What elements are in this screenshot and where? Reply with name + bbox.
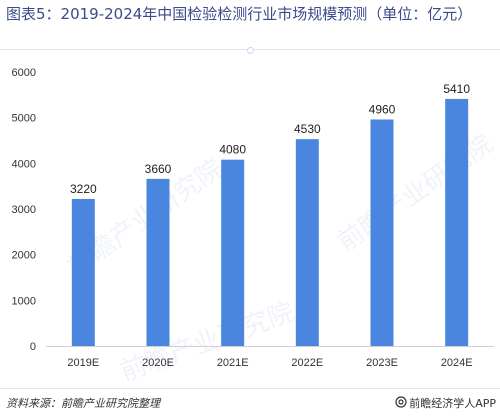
y-tick-label: 1000 (12, 295, 36, 307)
x-tick-label: 2022E (291, 357, 323, 369)
bar (71, 198, 95, 346)
x-tick-label: 2024E (441, 357, 473, 369)
y-axis: 0 1000 2000 3000 4000 5000 6000 (12, 67, 36, 353)
watermark-text: 前瞻产业研究院 (332, 129, 498, 258)
bar (221, 159, 245, 346)
divider-dot (247, 47, 254, 54)
bar (370, 119, 394, 346)
bars: 3220 3660 4080 4530 4960 5410 (70, 82, 470, 346)
y-tick-label: 4000 (12, 158, 36, 170)
brand-name: 前瞻经济学人APP (409, 397, 496, 410)
brand-credit: 前瞻经济学人APP (395, 395, 496, 411)
source-note: 资料来源：前瞻产业研究院整理 (6, 397, 160, 410)
x-tick-label: 2020E (142, 357, 174, 369)
x-tick-label: 2019E (67, 357, 99, 369)
footer-divider (0, 388, 500, 389)
chart-title: 图表5：2019-2024年中国检验检测行业市场规模预测（单位：亿元） (6, 5, 473, 23)
x-tick-label: 2021E (217, 357, 249, 369)
watermark-text: 前瞻产业研究院 (117, 297, 298, 387)
bar (146, 178, 170, 346)
at-icon (395, 395, 407, 411)
bar (445, 98, 469, 346)
bar-value-label: 4960 (369, 102, 396, 116)
y-tick-label: 5000 (12, 113, 36, 125)
bar-value-label: 3220 (70, 182, 97, 196)
bar-value-label: 3660 (145, 162, 172, 176)
x-tick-label: 2023E (366, 357, 398, 369)
bar (295, 139, 319, 346)
y-tick-label: 0 (30, 341, 36, 353)
bar-value-label: 4530 (294, 122, 321, 136)
x-axis: 2019E 2020E 2021E 2022E 2023E 2024E (46, 346, 494, 369)
bar-value-label: 4080 (219, 143, 246, 157)
y-tick-label: 6000 (12, 67, 36, 79)
y-tick-label: 2000 (12, 250, 36, 262)
bar-value-label: 5410 (443, 82, 470, 96)
y-tick-label: 3000 (12, 204, 36, 216)
